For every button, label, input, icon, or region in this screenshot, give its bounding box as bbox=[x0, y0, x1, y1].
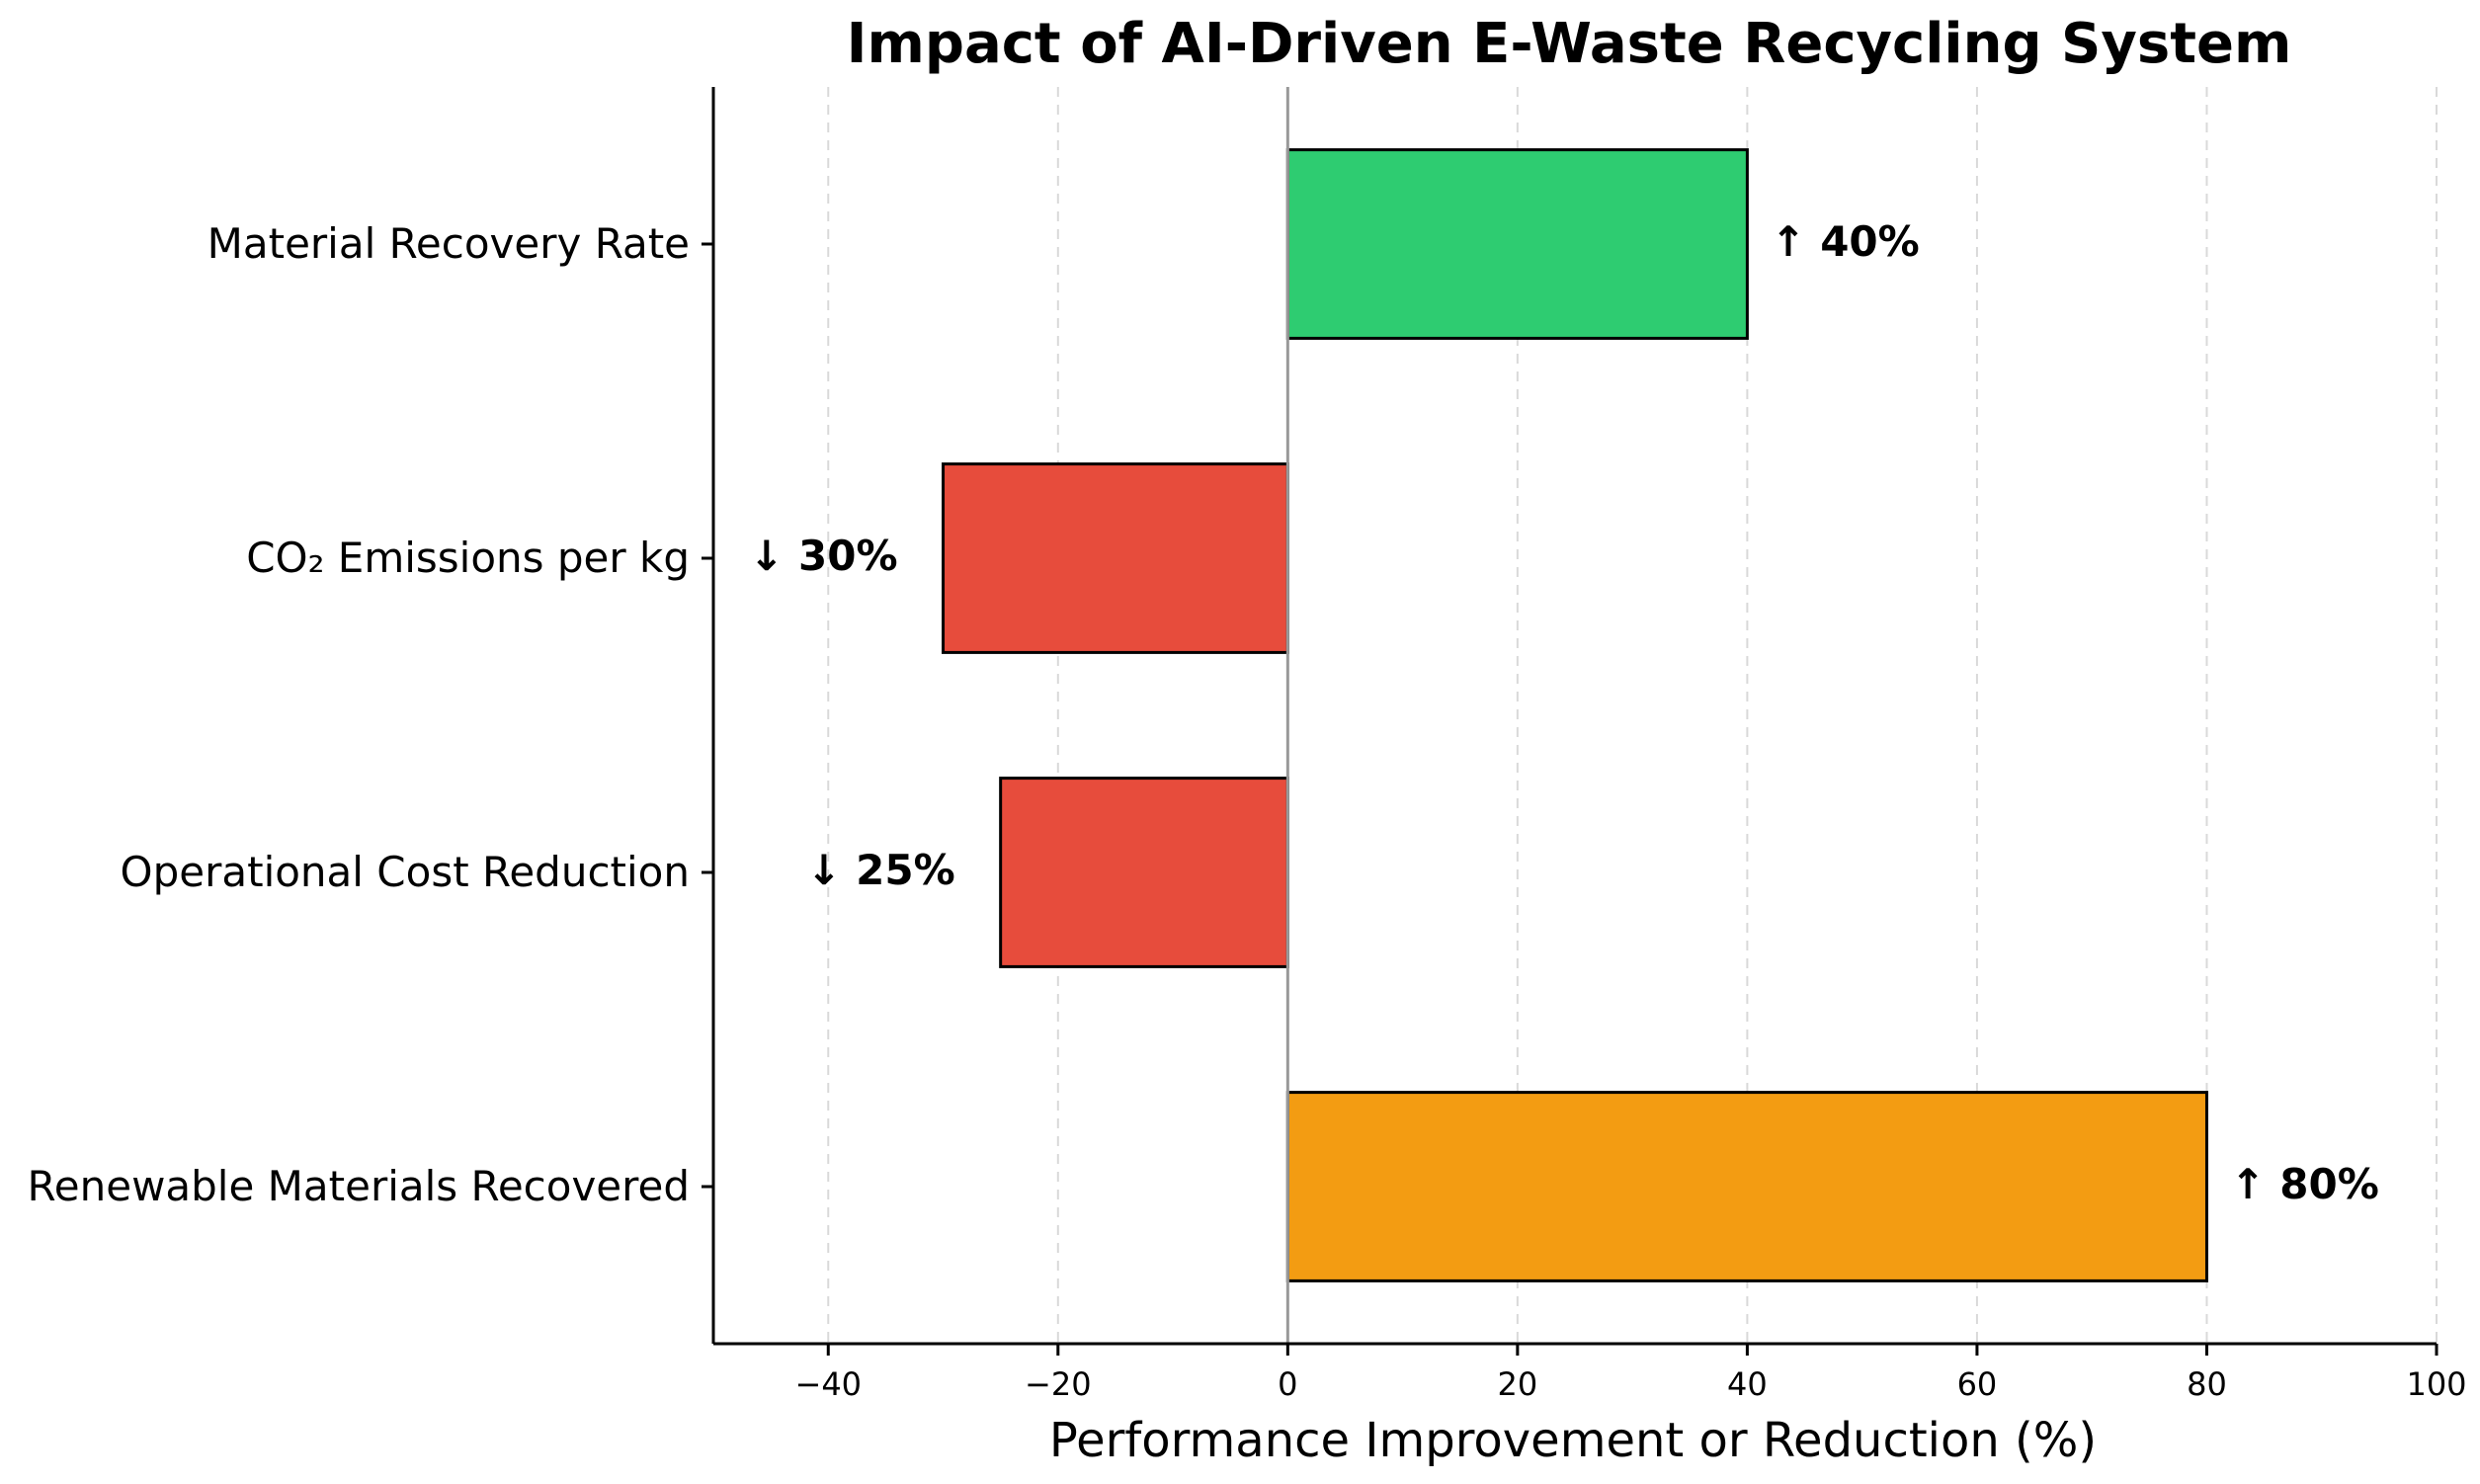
y-ticks: Material Recovery Rate CO₂ Emissions per … bbox=[27, 219, 713, 1210]
x-tick-label: −40 bbox=[795, 1365, 863, 1403]
x-tick-label: 40 bbox=[1727, 1365, 1768, 1403]
bars bbox=[942, 148, 2208, 1282]
x-tick-label: −20 bbox=[1025, 1365, 1092, 1403]
x-tick-label: 80 bbox=[2187, 1365, 2227, 1403]
x-tick-label: 60 bbox=[1957, 1365, 1998, 1403]
y-tick-label: CO₂ Emissions per kg bbox=[246, 534, 690, 582]
y-tick-label: Material Recovery Rate bbox=[207, 219, 690, 268]
data-label: ↑ 80% bbox=[2230, 1160, 2378, 1208]
x-ticks: −40 −20 0 20 40 60 80 100 bbox=[795, 1344, 2467, 1403]
data-label: ↓ 25% bbox=[806, 846, 954, 894]
y-tick-label: Renewable Materials Recovered bbox=[27, 1162, 690, 1210]
chart-title: Impact of AI-Driven E-Waste Recycling Sy… bbox=[847, 12, 2292, 76]
bar bbox=[942, 462, 1289, 654]
bar bbox=[1285, 148, 1749, 340]
bar bbox=[999, 777, 1289, 968]
bar bbox=[1285, 1091, 2208, 1282]
data-label: ↓ 30% bbox=[749, 532, 897, 580]
x-axis-label: Performance Improvement or Reduction (%) bbox=[1049, 1413, 2097, 1468]
data-label: ↑ 40% bbox=[1771, 217, 1919, 266]
x-tick-label: 20 bbox=[1498, 1365, 1538, 1403]
data-labels: ↑ 40% ↓ 30% ↓ 25% ↑ 80% bbox=[749, 217, 2379, 1208]
x-tick-label: 0 bbox=[1278, 1365, 1297, 1403]
x-tick-label: 100 bbox=[2406, 1365, 2466, 1403]
y-tick-label: Operational Cost Reduction bbox=[121, 848, 690, 896]
